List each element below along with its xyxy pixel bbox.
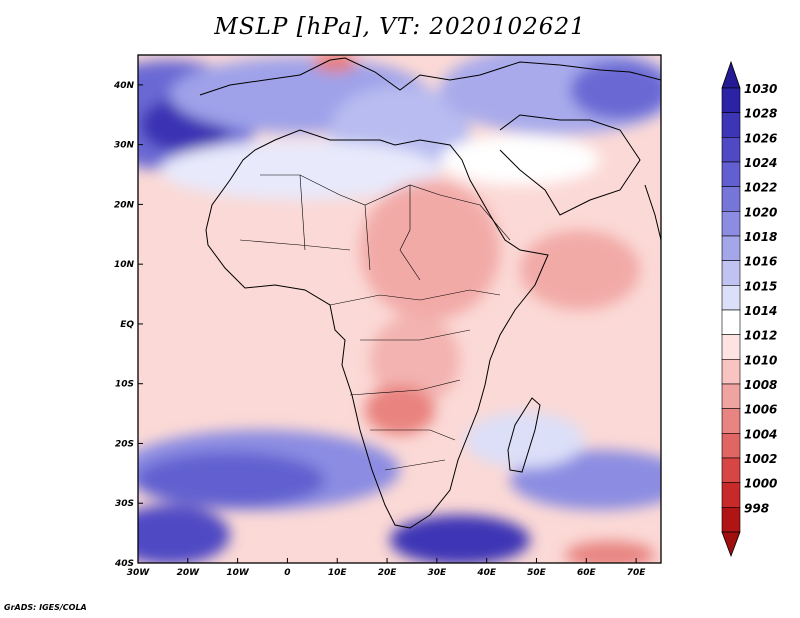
lon-tick-label: 30E — [428, 568, 448, 578]
lat-tick-label: 10N — [114, 260, 135, 270]
colorbar-swatch — [721, 383, 741, 409]
lon-tick-label: 40E — [476, 568, 497, 578]
colorbar-level-label: 1010 — [744, 353, 777, 367]
colorbar-level-label: 1018 — [744, 230, 777, 244]
borders — [239, 174, 511, 471]
latitude-ticks: 40N 30N 20N 10N EQ 10S 20S 30S 40S — [113, 81, 143, 569]
colorbar-swatch — [721, 507, 741, 533]
colorbar-swatch — [721, 235, 741, 261]
colorbar-swatch — [721, 112, 741, 138]
low-alps — [313, 55, 357, 72]
lat-tick-label: 20N — [114, 200, 135, 210]
longitude-ticks: 30W 20W 10W 0 10E 20E 30E 40E 50E 60E 70E — [127, 558, 647, 578]
low-sahel — [360, 180, 500, 320]
colorbar-swatch — [721, 457, 741, 483]
lon-tick-label: 70E — [627, 568, 647, 578]
lat-tick-label: 40S — [114, 559, 134, 569]
colorbar-swatch — [721, 285, 741, 311]
colorbar-level-label: 1006 — [744, 403, 777, 417]
map-frame — [137, 54, 662, 564]
lon-tick-label: 10E — [328, 568, 348, 578]
colorbar-level-label: 1028 — [744, 107, 777, 121]
colorbar-swatch — [721, 433, 741, 459]
colorbar-level-label: 1024 — [744, 156, 777, 170]
lat-tick-label: 10S — [115, 380, 134, 390]
colorbar-level-label: 998 — [744, 501, 769, 515]
india-coast — [644, 184, 661, 241]
colorbar-level-label: 1008 — [744, 378, 777, 392]
colorbar-level-label: 1022 — [744, 181, 777, 195]
credit-text: GrADS: IGES/COLA — [4, 603, 87, 612]
colorbar-level-label: 1030 — [744, 82, 777, 96]
colorbar-swatch — [721, 408, 741, 434]
low-southern-africa — [365, 385, 435, 435]
colorbar-level-label: 1026 — [744, 131, 777, 145]
chart-title: MSLP [hPa], VT: 2020102621 — [214, 14, 586, 40]
colorbar-swatch — [721, 211, 741, 237]
colorbar-top-arrow — [721, 60, 741, 89]
colorbar-swatch — [721, 260, 741, 286]
lon-tick-label: 20E — [378, 568, 398, 578]
colorbar-swatch — [721, 137, 741, 163]
lon-tick-label: 50E — [527, 568, 547, 578]
lat-tick-label: 20S — [115, 439, 134, 449]
lat-tick-label: 30N — [114, 141, 135, 151]
colorbar-bottom-arrow — [721, 531, 741, 558]
lon-tick-label: 0 — [284, 568, 290, 578]
colorbar-swatch — [721, 309, 741, 335]
colorbar-swatch — [721, 334, 741, 360]
colorbar-swatch — [721, 359, 741, 385]
colorbar-level-label: 1014 — [744, 304, 777, 318]
colorbar-level-label: 1016 — [744, 255, 777, 269]
lat-tick-label: EQ — [120, 320, 134, 330]
colorbar-swatch — [721, 161, 741, 187]
africa-coastline — [205, 129, 549, 529]
lon-tick-label: 20W — [177, 568, 201, 578]
colorbar-swatch — [721, 87, 741, 113]
colorbar-level-label: 1002 — [744, 452, 777, 466]
lon-tick-label: 10W — [226, 568, 250, 578]
colorbar-level-label: 1000 — [744, 477, 777, 491]
europe-coast — [199, 57, 661, 96]
lat-tick-label: 30S — [115, 499, 134, 509]
colorbar: 1030 1028 1026 1024 1022 1020 1018 1016 1015 1014… — [721, 60, 777, 558]
colorbar-swatch — [721, 482, 741, 508]
pressure-field — [138, 55, 661, 563]
lon-tick-label: 60E — [577, 568, 597, 578]
colorbar-level-label: 1020 — [744, 205, 777, 219]
lat-tick-label: 40N — [113, 81, 135, 91]
high-south-indian — [390, 515, 530, 563]
colorbar-swatch — [721, 186, 741, 212]
arabian-peninsula — [499, 114, 641, 216]
coastlines — [199, 57, 661, 529]
colorbar-level-label: 1004 — [744, 427, 777, 441]
madagascar — [507, 397, 541, 473]
lon-tick-label: 30W — [127, 568, 151, 578]
colorbar-level-label: 1015 — [744, 279, 777, 293]
colorbar-level-label: 1012 — [744, 329, 777, 343]
